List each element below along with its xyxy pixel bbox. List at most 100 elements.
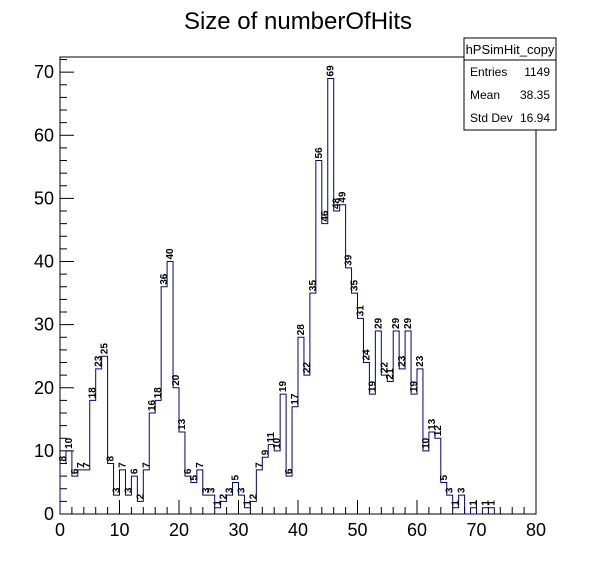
bin-value-label: 10 [64, 437, 75, 449]
x-tick-label: 50 [347, 520, 367, 540]
stats-value-mean: 38.35 [520, 88, 550, 102]
bin-value-label: 12 [433, 425, 444, 437]
y-tick-label: 20 [34, 378, 54, 398]
y-tick-label: 60 [34, 125, 54, 145]
bin-value-label: 1 [242, 500, 253, 506]
bin-value-label: 17 [290, 393, 301, 405]
bin-value-label: 7 [254, 462, 265, 468]
bin-value-label: 31 [355, 305, 366, 317]
bin-value-label: 2 [135, 493, 146, 499]
stats-label-stddev: Std Dev [470, 111, 513, 125]
bin-value-label: 3 [225, 487, 236, 493]
bin-value-label: 13 [177, 418, 188, 430]
stats-label-entries: Entries [470, 65, 507, 79]
bin-value-label: 39 [344, 254, 355, 266]
bin-value-labels: 8106771823258373627161836402013657331235… [58, 65, 497, 506]
x-tick-label: 60 [407, 520, 427, 540]
y-tick-label: 0 [44, 504, 54, 524]
bin-value-label: 10 [421, 437, 432, 449]
x-tick-label: 70 [466, 520, 486, 540]
bin-value-label: 22 [379, 362, 390, 374]
bin-value-label: 46 [320, 210, 331, 222]
bin-value-label: 3 [123, 487, 134, 493]
x-tick-label: 30 [228, 520, 248, 540]
x-tick-label: 80 [526, 520, 546, 540]
histogram-series-line [59, 77, 495, 515]
bin-value-label: 29 [403, 317, 414, 329]
bin-value-label: 13 [427, 418, 438, 430]
x-axis-tick-labels: 0 10 20 30 40 50 60 70 80 [55, 520, 546, 540]
bin-value-label: 23 [397, 355, 408, 367]
bin-value-label: 20 [171, 374, 182, 386]
y-tick-label: 50 [34, 188, 54, 208]
chart-title: Size of numberOfHits [184, 8, 412, 35]
bin-value-label: 3 [201, 487, 212, 493]
bin-value-label: 35 [308, 280, 319, 292]
y-tick-label: 70 [34, 62, 54, 82]
bin-value-label: 40 [165, 248, 176, 260]
x-tick-label: 10 [109, 520, 129, 540]
bin-value-label: 7 [76, 462, 87, 468]
bin-value-label: 1 [451, 500, 462, 506]
bin-value-label: 56 [314, 147, 325, 159]
bin-value-label: 23 [94, 355, 105, 367]
stats-box: hPSimHit_copy Entries 1149 Mean 38.35 St… [463, 37, 557, 131]
bin-value-label: 24 [361, 349, 372, 361]
bin-value-label: 9 [260, 449, 271, 455]
bin-value-label: 8 [106, 456, 117, 462]
y-tick-label: 10 [34, 441, 54, 461]
x-tick-label: 0 [55, 520, 65, 540]
bin-value-label: 22 [302, 362, 313, 374]
bin-value-label: 25 [100, 343, 111, 355]
bin-value-label: 19 [409, 381, 420, 393]
bin-value-label: 3 [457, 487, 468, 493]
bin-value-label: 7 [82, 462, 93, 468]
bin-value-label: 19 [367, 381, 378, 393]
bin-value-label: 23 [415, 355, 426, 367]
bin-value-label: 7 [117, 462, 128, 468]
bin-value-label: 35 [350, 280, 361, 292]
stats-box-title: hPSimHit_copy [466, 42, 555, 57]
bin-value-label: 8 [58, 456, 69, 462]
stats-value-stddev: 16.94 [520, 111, 550, 125]
bin-value-label: 5 [189, 474, 200, 480]
bin-value-label: 10 [272, 437, 283, 449]
bin-value-label: 7 [195, 462, 206, 468]
bin-value-label: 7 [141, 462, 152, 468]
bin-value-label: 18 [153, 387, 164, 399]
bin-value-label: 3 [207, 487, 218, 493]
bin-value-label: 19 [278, 381, 289, 393]
bin-value-label: 49 [338, 191, 349, 203]
bin-value-label: 1 [469, 500, 480, 506]
bin-value-label: 3 [445, 487, 456, 493]
bin-value-label: 2 [248, 493, 259, 499]
bin-value-label: 29 [373, 317, 384, 329]
bin-value-label: 3 [112, 487, 123, 493]
bin-value-label: 3 [236, 487, 247, 493]
stats-value-entries: 1149 [524, 65, 550, 79]
bin-value-label: 11 [266, 432, 277, 443]
bin-value-label: 1 [486, 500, 497, 506]
bin-value-label: 18 [88, 387, 99, 399]
stats-label-mean: Mean [470, 88, 500, 102]
bin-value-label: 6 [129, 468, 140, 474]
bin-value-label: 5 [231, 474, 242, 480]
y-axis-tick-labels: 0 10 20 30 40 50 60 70 [34, 62, 54, 524]
x-tick-label: 20 [169, 520, 189, 540]
bin-value-label: 2 [219, 493, 230, 499]
y-tick-label: 40 [34, 252, 54, 272]
bin-value-label: 5 [439, 474, 450, 480]
bin-value-label: 1 [213, 500, 224, 506]
bin-value-label: 48 [332, 197, 343, 209]
x-tick-label: 40 [288, 520, 308, 540]
bin-value-label: 1 [480, 500, 491, 506]
bin-value-label: 6 [183, 468, 194, 474]
bin-value-label: 16 [147, 399, 158, 411]
bin-value-label: 28 [296, 324, 307, 336]
x-axis-ticks [59, 500, 537, 514]
y-tick-label: 30 [34, 315, 54, 335]
bin-value-label: 29 [391, 317, 402, 329]
bin-value-label: 6 [70, 468, 81, 474]
